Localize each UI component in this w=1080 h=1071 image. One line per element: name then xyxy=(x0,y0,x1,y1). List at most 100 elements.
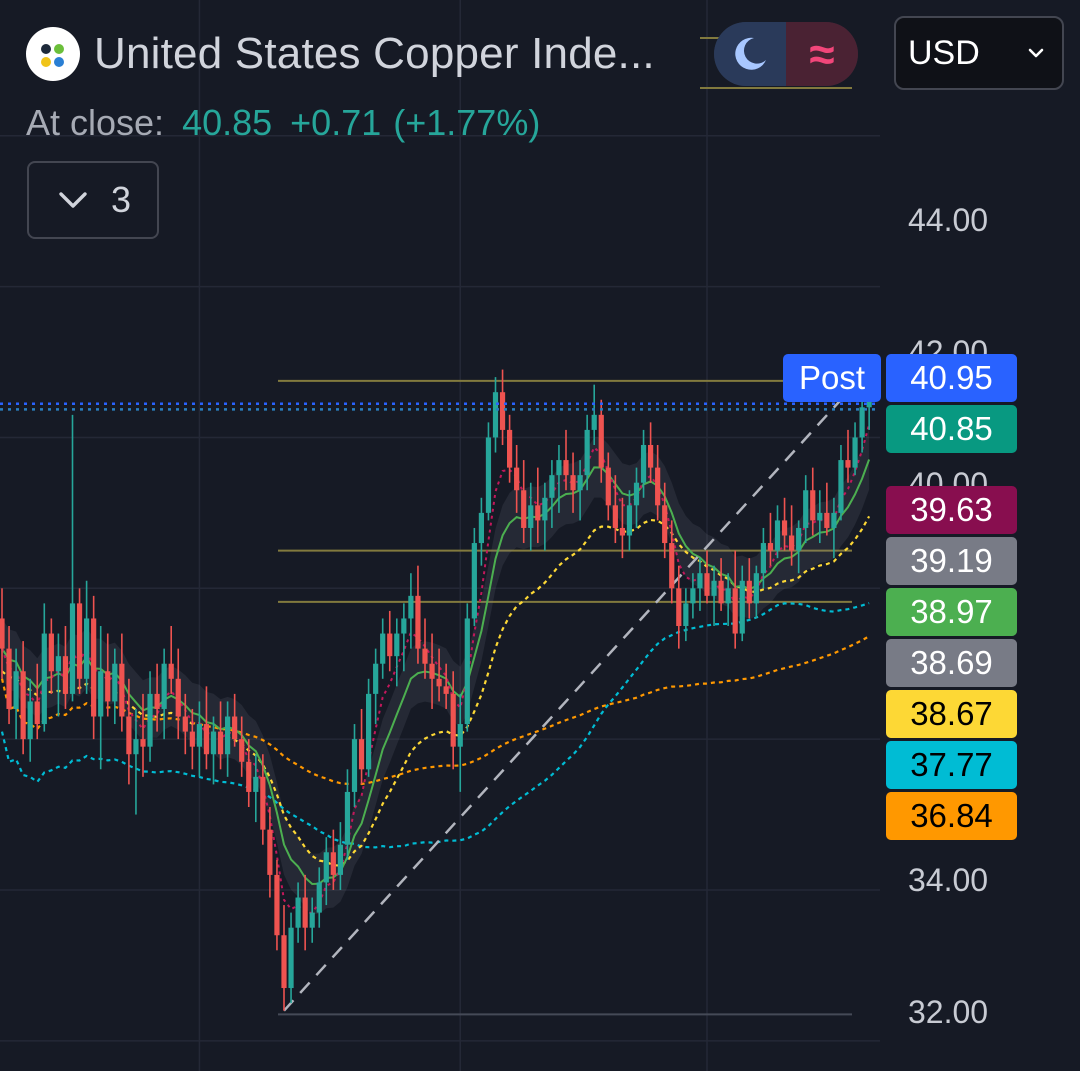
candle-body xyxy=(13,671,19,709)
candle-body xyxy=(598,414,604,468)
wave-toggle[interactable]: ≈ xyxy=(786,22,858,86)
candle-body xyxy=(817,512,823,521)
candle-body xyxy=(605,467,611,506)
candle-body xyxy=(485,437,492,513)
candle-body xyxy=(697,573,703,589)
currency-select[interactable]: USD xyxy=(894,16,1064,90)
candle-body xyxy=(323,852,329,883)
candle-body xyxy=(760,543,766,574)
candle-body xyxy=(612,505,618,528)
candle-body xyxy=(302,897,308,928)
candle-body xyxy=(408,595,414,619)
candle-body xyxy=(84,618,90,679)
symbol-logo xyxy=(26,27,80,81)
candle-body xyxy=(380,633,386,664)
ma-orange-line xyxy=(0,635,870,786)
ma-fast-line xyxy=(1,424,871,914)
price-label-band-upper: 39.19 xyxy=(886,537,1017,585)
candle-body xyxy=(27,701,33,740)
symbol-title[interactable]: United States Copper Inde... xyxy=(94,29,655,78)
candle-body xyxy=(648,444,654,468)
candle-body xyxy=(781,520,788,536)
candle-body xyxy=(767,543,774,551)
candle-body xyxy=(415,595,421,649)
candle-body xyxy=(34,701,40,725)
candle-body xyxy=(0,618,5,649)
price-label-ma-orange: 36.84 xyxy=(886,792,1017,840)
candle-body xyxy=(563,460,569,476)
candle-body xyxy=(711,580,717,596)
moon-icon xyxy=(735,37,766,70)
candle-body xyxy=(161,663,167,709)
candle-body xyxy=(210,731,217,755)
candle-body xyxy=(739,580,745,634)
candle-body xyxy=(401,618,407,634)
candle-body xyxy=(450,693,456,747)
candle-body xyxy=(514,467,520,491)
candle-body xyxy=(98,671,104,717)
candle-body xyxy=(20,671,26,740)
candle-body xyxy=(168,663,174,679)
dark-mode-toggle[interactable] xyxy=(714,22,786,86)
candle-body xyxy=(535,505,541,521)
candle-body xyxy=(753,573,759,604)
y-tick-label: 34.00 xyxy=(908,862,989,898)
candle-body xyxy=(281,935,287,989)
candle-body xyxy=(746,580,752,604)
candle-body xyxy=(789,535,795,551)
close-info: At close: 40.85 +0.71 (+1.77%) xyxy=(26,102,540,144)
close-price: 40.85 xyxy=(182,102,273,143)
trend-line xyxy=(283,398,842,1012)
candle-body xyxy=(182,716,188,732)
ma-cyan-line xyxy=(0,602,870,849)
candle-body xyxy=(676,588,682,627)
candle-body xyxy=(147,693,153,747)
chevron-down-icon xyxy=(1028,48,1044,58)
candle-body xyxy=(626,505,633,536)
wave-icon: ≈ xyxy=(809,28,835,80)
candle-body xyxy=(295,897,301,928)
candle-body xyxy=(260,776,266,830)
candle-body xyxy=(633,482,640,506)
candle-body xyxy=(725,588,731,604)
indicators-collapse-button[interactable]: 3 xyxy=(27,161,159,239)
price-change: +0.71 xyxy=(290,102,382,143)
band-fill xyxy=(2,429,870,915)
price-label-ma-green: 38.97 xyxy=(886,588,1017,636)
candle-body xyxy=(619,527,625,536)
candle-body xyxy=(436,678,442,687)
candle-body xyxy=(175,678,181,717)
candle-body xyxy=(126,716,132,755)
candle-body xyxy=(577,475,583,491)
candle-body xyxy=(119,663,125,717)
candle-body xyxy=(774,520,781,551)
candle-body xyxy=(394,633,400,657)
candle-body xyxy=(422,648,428,664)
candle-body xyxy=(443,686,449,694)
candle-body xyxy=(556,460,562,476)
price-label-post: 40.95 xyxy=(886,354,1017,402)
candle-body xyxy=(217,731,224,755)
candle-body xyxy=(267,829,273,875)
candle-body xyxy=(824,512,830,528)
candle-body xyxy=(859,407,865,438)
ma-yellow-line xyxy=(1,515,871,867)
indicator-count: 3 xyxy=(110,179,132,220)
at-close-label: At close: xyxy=(26,102,165,143)
candle-body xyxy=(683,603,689,627)
candle-body xyxy=(704,573,710,596)
candle-body xyxy=(203,724,210,755)
candle-body xyxy=(542,497,548,521)
candle-body xyxy=(253,776,259,792)
candle-body xyxy=(225,716,231,755)
candle-body xyxy=(852,437,858,468)
candle-body xyxy=(718,580,724,604)
candle-body xyxy=(288,927,294,989)
price-label-band-lower: 38.69 xyxy=(886,639,1017,687)
candle-body xyxy=(344,791,351,845)
candle-body xyxy=(309,912,315,928)
candle-body xyxy=(457,724,463,747)
candle-body xyxy=(358,739,365,770)
candle-body xyxy=(69,603,76,694)
